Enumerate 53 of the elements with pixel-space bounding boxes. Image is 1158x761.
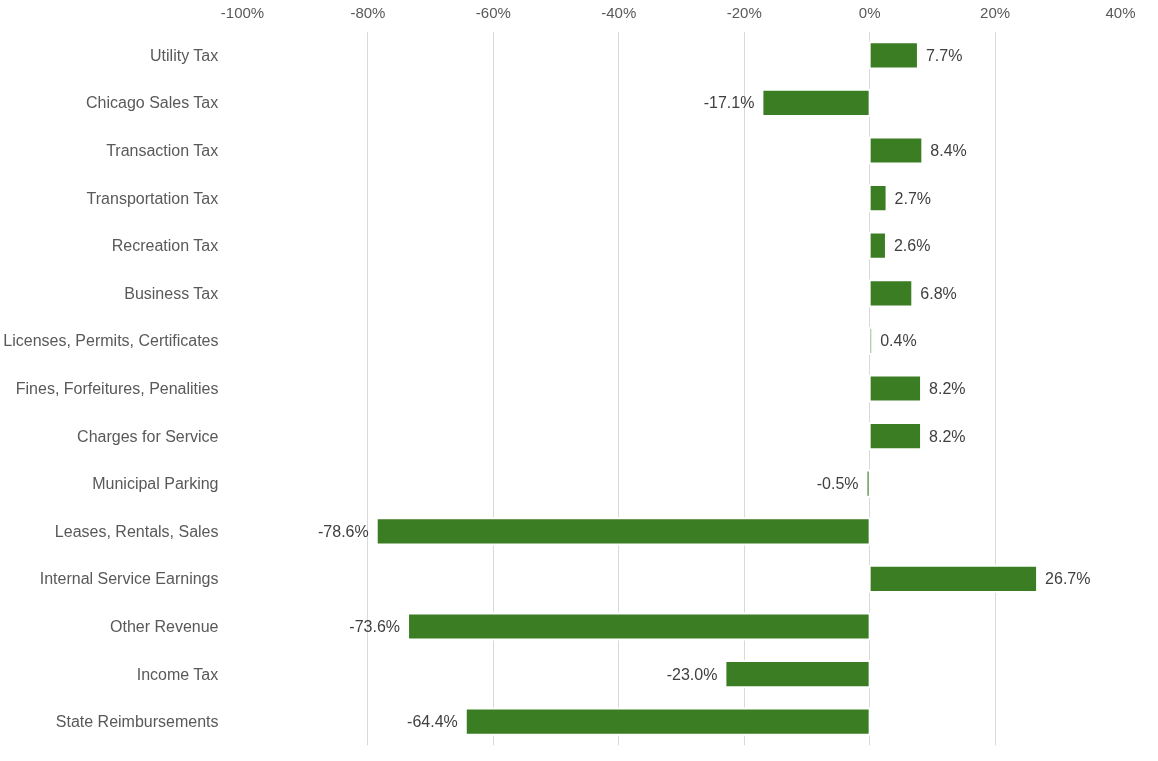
bar (865, 469, 871, 498)
y-tick-label: State Reimbursements (55, 713, 219, 731)
data-label: 2.6% (893, 237, 931, 255)
bar (868, 231, 887, 260)
data-label: -17.1% (703, 94, 755, 112)
x-tick-label: 20% (980, 3, 1011, 21)
data-label: 8.4% (930, 142, 967, 159)
data-label: -73.6% (349, 618, 401, 635)
y-tick-label: Internal Service Earnings (39, 570, 219, 588)
bar (868, 326, 874, 355)
bar (464, 707, 871, 736)
bar (868, 279, 914, 308)
data-label: -78.6% (318, 522, 369, 540)
x-tick-label: -40% (601, 3, 637, 21)
y-tick-label: Utility Tax (150, 46, 219, 64)
data-label: 8.2% (929, 380, 966, 397)
x-tick-label: -80% (350, 3, 386, 21)
y-tick-label: Fines, Forfeitures, Penalities (15, 380, 219, 397)
bar (375, 517, 871, 546)
x-tick-label: -60% (475, 3, 511, 21)
x-tick-label: -20% (726, 3, 762, 21)
data-label: -64.4% (407, 713, 458, 731)
y-tick-label: Other Revenue (109, 618, 219, 635)
y-tick-label: Charges for Service (77, 427, 219, 445)
data-label: 6.8% (920, 284, 957, 302)
bar (868, 422, 923, 451)
bar (868, 136, 924, 165)
bar (761, 88, 871, 117)
y-tick-label: Recreation Tax (111, 237, 219, 255)
bar (724, 660, 871, 689)
data-label: 8.2% (929, 427, 966, 445)
bar (868, 564, 1039, 593)
x-tick-label: 0% (858, 3, 881, 21)
data-label: 2.7% (894, 189, 932, 207)
bar (407, 612, 871, 641)
data-label: 26.7% (1045, 570, 1091, 588)
y-tick-label: Income Tax (136, 665, 219, 683)
bar (868, 41, 919, 70)
data-label: -0.5% (816, 475, 859, 493)
x-tick-label: -100% (220, 3, 265, 21)
y-tick-label: Transaction Tax (106, 142, 219, 159)
bar (868, 374, 923, 403)
y-tick-label: Municipal Parking (92, 475, 219, 493)
data-label: 0.4% (880, 332, 917, 350)
y-tick-label: Chicago Sales Tax (85, 94, 219, 112)
y-tick-label: Licenses, Permits, Certificates (3, 332, 219, 350)
data-label: 7.7% (925, 46, 963, 64)
y-tick-label: Transportation Tax (86, 189, 219, 207)
data-label: -23.0% (666, 665, 718, 683)
y-tick-label: Leases, Rentals, Sales (54, 522, 219, 540)
x-tick-label: 40% (1105, 3, 1136, 21)
bar (868, 184, 888, 213)
y-tick-label: Business Tax (124, 284, 219, 302)
